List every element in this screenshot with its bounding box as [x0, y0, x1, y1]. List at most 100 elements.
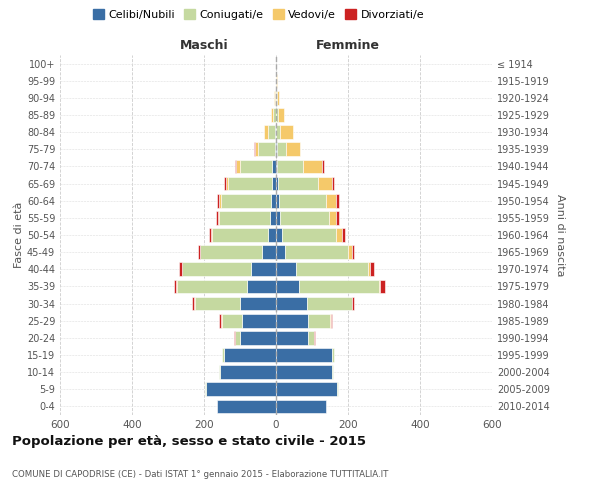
Bar	[275, 91, 276, 104]
Bar	[217, 194, 219, 207]
Bar	[352, 296, 354, 310]
Bar	[194, 296, 195, 310]
Bar	[276, 314, 308, 328]
Bar	[220, 314, 221, 328]
Bar	[352, 246, 355, 259]
Bar	[219, 211, 269, 224]
Bar	[276, 280, 299, 293]
Bar	[272, 176, 276, 190]
Bar	[337, 228, 342, 242]
Bar	[331, 314, 332, 328]
Bar	[182, 262, 251, 276]
Bar	[211, 228, 212, 242]
Bar	[283, 228, 337, 242]
Bar	[276, 246, 285, 259]
Bar	[235, 160, 236, 173]
Bar	[276, 91, 277, 104]
Bar	[307, 296, 352, 310]
Bar	[278, 108, 284, 122]
Bar	[274, 91, 275, 104]
Bar	[265, 126, 268, 139]
Legend: Celibi/Nubili, Coniugati/e, Vedovi/e, Divorziati/e: Celibi/Nubili, Coniugati/e, Vedovi/e, Di…	[89, 5, 428, 24]
Bar	[276, 142, 277, 156]
Bar	[280, 126, 293, 139]
Bar	[276, 262, 296, 276]
Bar	[206, 382, 276, 396]
Bar	[195, 296, 240, 310]
Bar	[276, 400, 326, 413]
Bar	[226, 176, 229, 190]
Bar	[326, 194, 337, 207]
Bar	[179, 262, 182, 276]
Bar	[275, 142, 276, 156]
Bar	[278, 176, 318, 190]
Bar	[337, 194, 340, 207]
Bar	[276, 108, 278, 122]
Bar	[277, 91, 278, 104]
Bar	[218, 211, 219, 224]
Bar	[380, 280, 385, 293]
Bar	[276, 296, 307, 310]
Bar	[268, 126, 275, 139]
Bar	[193, 296, 194, 310]
Bar	[247, 280, 276, 293]
Bar	[240, 160, 272, 173]
Bar	[299, 280, 379, 293]
Bar	[221, 314, 222, 328]
Bar	[280, 211, 329, 224]
Bar	[273, 108, 276, 122]
Bar	[277, 142, 286, 156]
Bar	[277, 160, 302, 173]
Bar	[276, 160, 277, 173]
Bar	[242, 314, 276, 328]
Bar	[276, 331, 308, 344]
Bar	[272, 160, 276, 173]
Text: Femmine: Femmine	[316, 40, 380, 52]
Bar	[276, 211, 280, 224]
Bar	[308, 331, 314, 344]
Bar	[176, 280, 177, 293]
Bar	[330, 314, 331, 328]
Bar	[276, 382, 337, 396]
Bar	[379, 280, 380, 293]
Bar	[236, 160, 240, 173]
Text: COMUNE DI CAPODRISE (CE) - Dati ISTAT 1° gennaio 2015 - Elaborazione TUTTITALIA.: COMUNE DI CAPODRISE (CE) - Dati ISTAT 1°…	[12, 470, 388, 479]
Bar	[224, 176, 226, 190]
Bar	[219, 194, 221, 207]
Bar	[217, 400, 276, 413]
Bar	[276, 366, 332, 379]
Bar	[329, 211, 336, 224]
Bar	[256, 142, 259, 156]
Bar	[275, 126, 276, 139]
Bar	[234, 331, 235, 344]
Text: Popolazione per età, sesso e stato civile - 2015: Popolazione per età, sesso e stato civil…	[12, 435, 366, 448]
Bar	[174, 280, 176, 293]
Bar	[254, 142, 256, 156]
Bar	[268, 228, 276, 242]
Bar	[318, 176, 332, 190]
Bar	[229, 176, 272, 190]
Y-axis label: Anni di nascita: Anni di nascita	[555, 194, 565, 276]
Bar	[251, 262, 276, 276]
Bar	[222, 348, 224, 362]
Bar	[221, 194, 271, 207]
Bar	[332, 348, 334, 362]
Bar	[262, 246, 276, 259]
Bar	[216, 211, 218, 224]
Bar	[177, 280, 247, 293]
Bar	[279, 194, 326, 207]
Bar	[308, 314, 330, 328]
Bar	[212, 228, 268, 242]
Bar	[276, 194, 279, 207]
Bar	[296, 262, 368, 276]
Bar	[197, 246, 200, 259]
Bar	[332, 176, 334, 190]
Bar	[285, 246, 348, 259]
Bar	[259, 142, 275, 156]
Bar	[222, 314, 242, 328]
Bar	[286, 142, 300, 156]
Bar	[322, 160, 324, 173]
Bar	[271, 194, 276, 207]
Bar	[276, 228, 283, 242]
Bar	[240, 331, 276, 344]
